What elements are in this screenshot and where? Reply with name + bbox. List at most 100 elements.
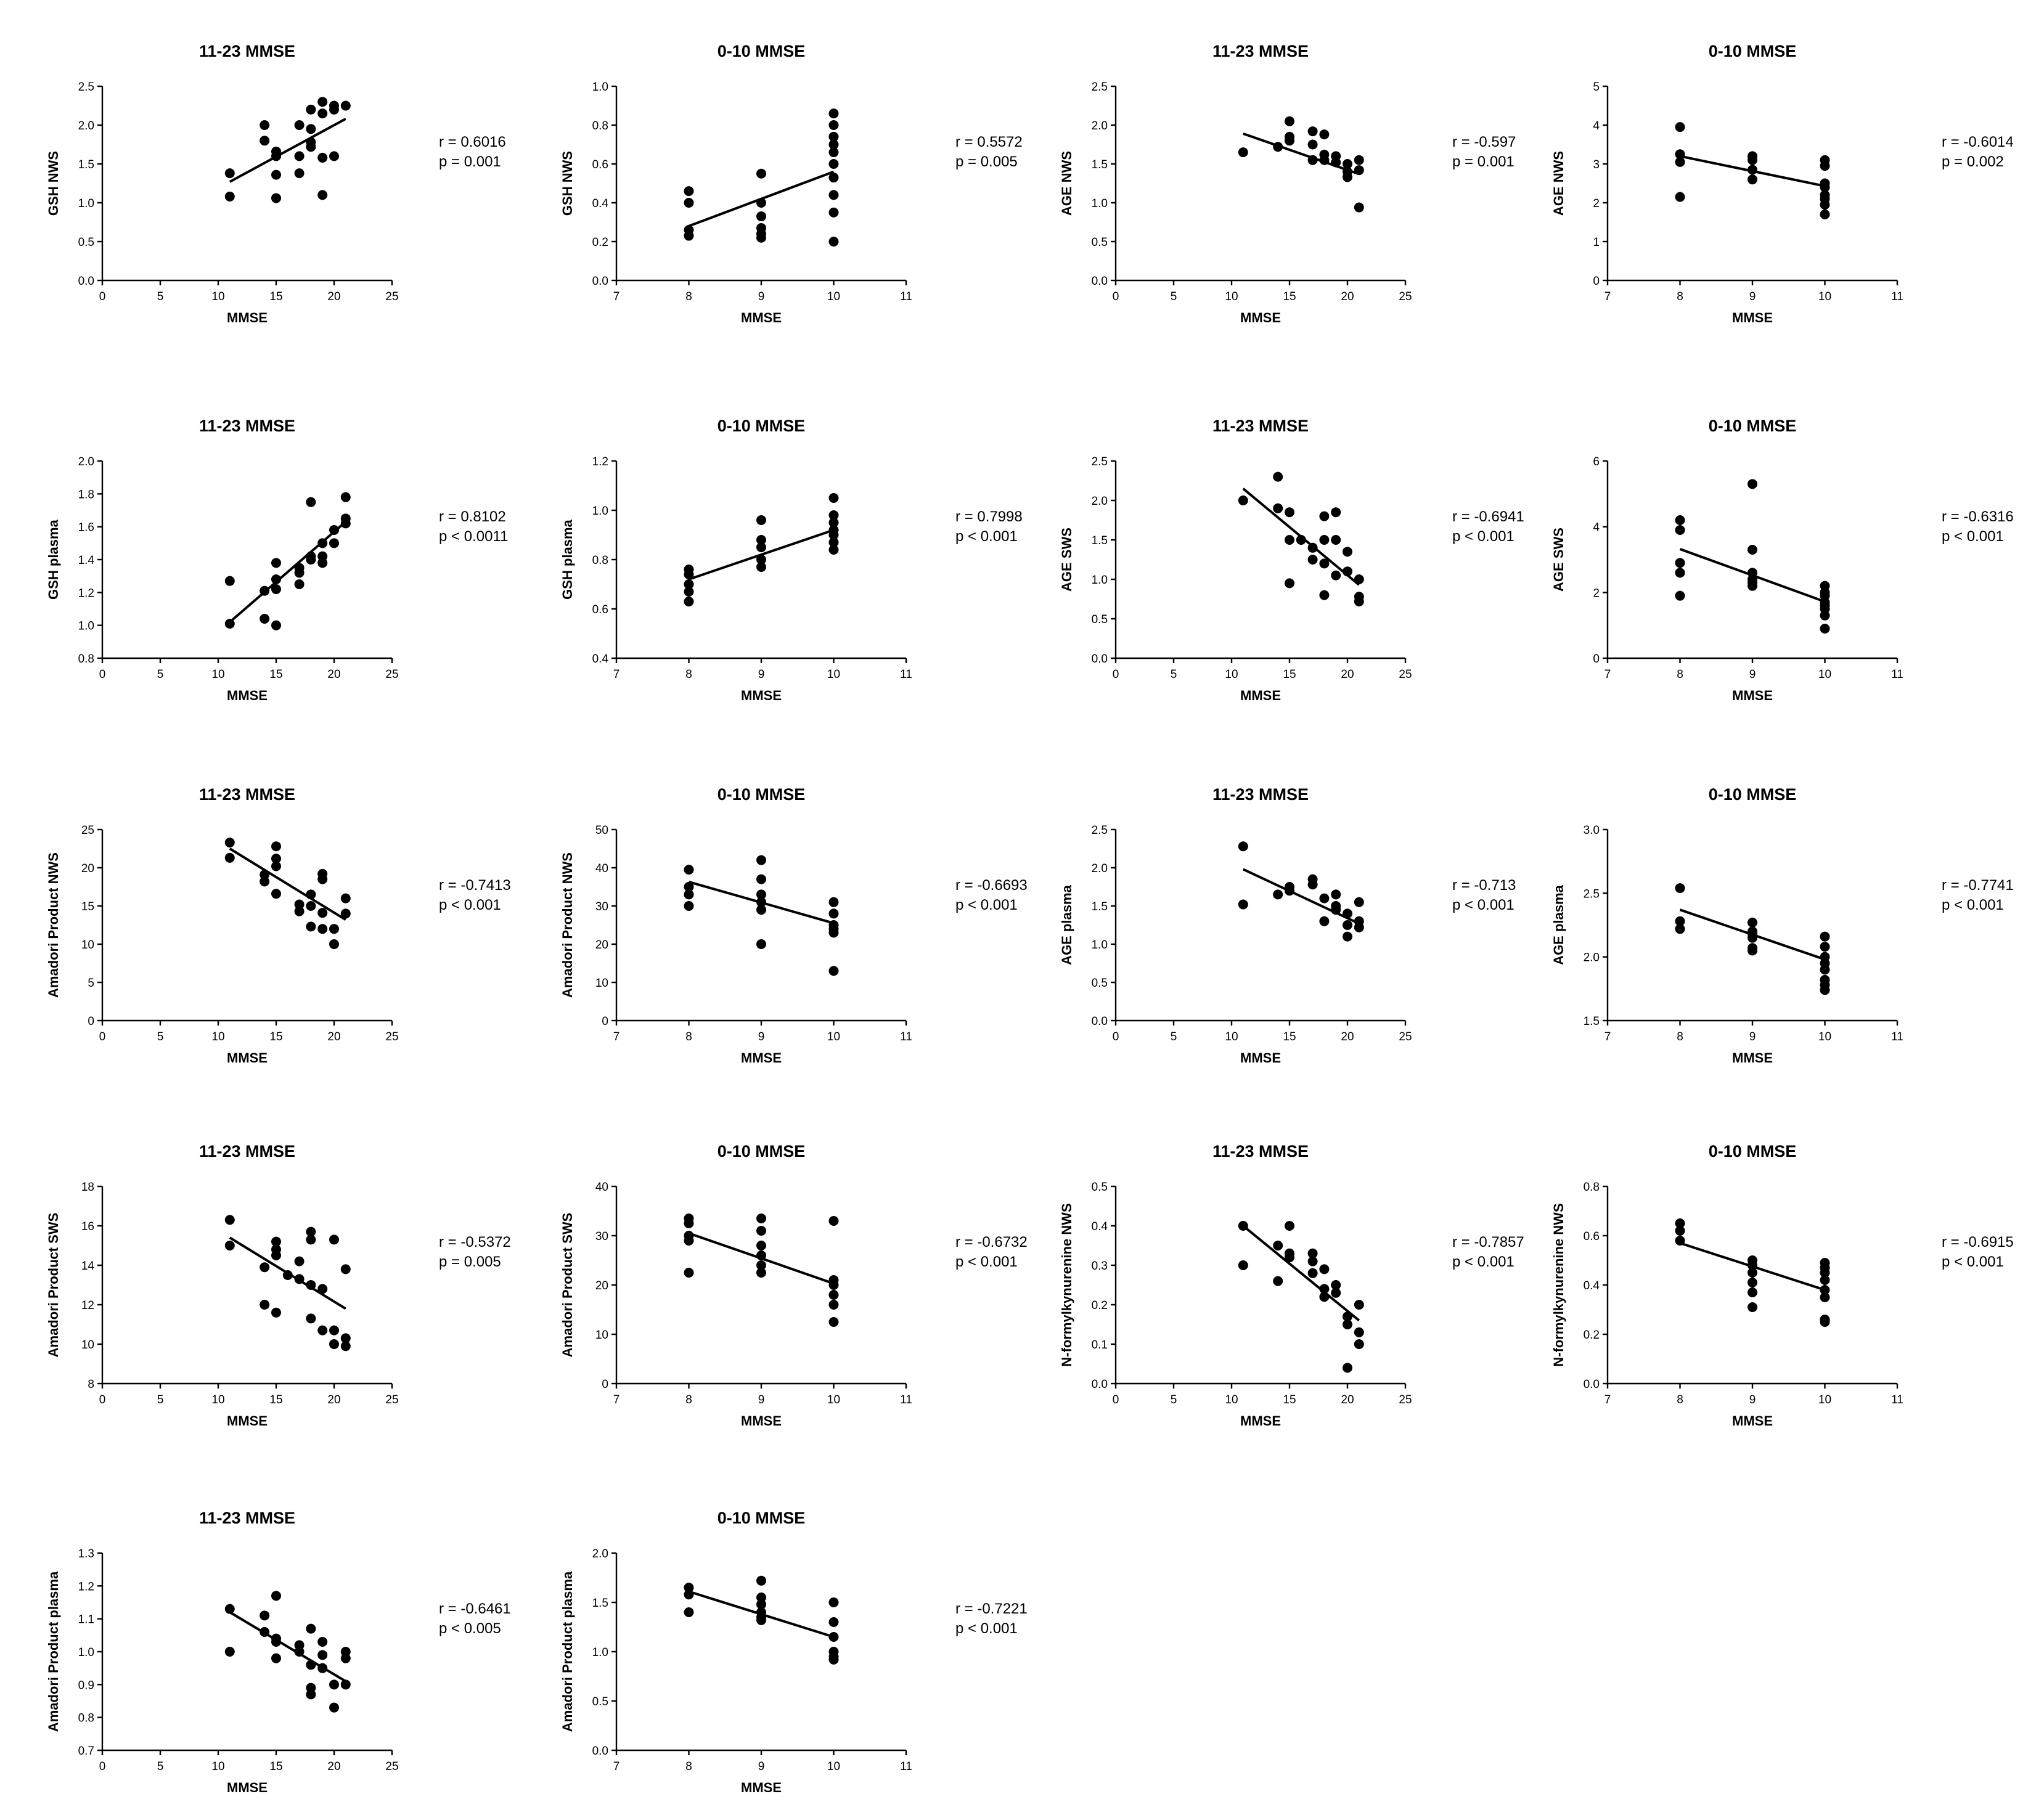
chart-15-data-point: [1343, 1363, 1352, 1373]
chart-14-x-tick-label: 11: [900, 1393, 912, 1406]
chart-5-y-label: GSH plasma: [46, 519, 61, 599]
chart-7-r-value: r = -0.6941: [1452, 508, 1524, 525]
chart-17-y-tick-label: 0.8: [78, 1712, 94, 1725]
chart-10-x-tick-label: 11: [900, 1030, 912, 1043]
chart-8-y-tick-label: 4: [1593, 521, 1600, 534]
chart-7-data-point: [1307, 555, 1318, 565]
chart-10-data-point: [756, 897, 766, 907]
chart-18-data-point: [684, 1583, 694, 1593]
chart-13: 11-23 MMSE 8 10 12 14 16 18 0 5 10 15 20 25 MMSE Amado…: [46, 1142, 511, 1429]
chart-7-x-tick-label: 0: [1113, 668, 1119, 681]
chart-9-data-point: [317, 874, 328, 884]
chart-2-data-point: [684, 186, 694, 197]
chart-1-x-tick-label: 5: [157, 290, 164, 303]
chart-18: 0-10 MMSE 0.0 0.5 1.0 1.5 2.0 7 8 9 10 11 MMSE Amado…: [560, 1509, 1028, 1795]
chart-9-data-point: [329, 939, 339, 949]
chart-7-data-point: [1331, 507, 1341, 518]
chart-6-data-point: [684, 597, 694, 606]
chart-11-y-tick-label: 0.5: [1092, 977, 1108, 990]
chart-1-data-point: [317, 152, 328, 163]
chart-9-data-point: [260, 870, 270, 880]
chart-12-y-tick-label: 3.0: [1584, 824, 1600, 837]
chart-17-data-point: [317, 1663, 328, 1673]
chart-1-data-point: [294, 120, 305, 130]
chart-18-data-point: [756, 1615, 766, 1625]
chart-15-data-point: [1354, 1339, 1364, 1349]
chart-15-title: 11-23 MMSE: [1212, 1142, 1309, 1160]
chart-4-data-point: [1748, 174, 1757, 185]
chart-14-y-label: Amadori Product SWS: [560, 1213, 575, 1358]
chart-13-y-tick-label: 12: [81, 1299, 94, 1312]
chart-18-r-value: r = -0.7221: [955, 1601, 1028, 1617]
chart-15-data-point: [1273, 1276, 1283, 1286]
chart-9-x-tick-label: 15: [269, 1030, 282, 1043]
chart-9-data-point: [340, 893, 351, 903]
chart-12-x-tick-label: 9: [1749, 1030, 1756, 1043]
chart-1-y-label: GSH NWS: [46, 151, 61, 216]
chart-18-y-tick-label: 1.0: [592, 1646, 608, 1659]
chart-13-y-tick-label: 16: [81, 1220, 94, 1233]
chart-1-data-point: [329, 151, 339, 161]
chart-1-data-point: [271, 193, 281, 203]
chart-4-data-point: [1820, 209, 1830, 219]
chart-16-data-point: [1675, 1226, 1685, 1236]
chart-11: 11-23 MMSE 0.0 0.5 1.0 1.5 2.0 2.5 0 5 10 15 20 25 MM…: [1059, 785, 1516, 1066]
chart-2-y-tick-label: 0.6: [592, 158, 608, 171]
chart-11-y-tick-label: 1.5: [1092, 900, 1108, 913]
chart-16-data-point: [1748, 1302, 1757, 1312]
chart-3-x-tick-label: 15: [1283, 290, 1296, 303]
chart-4-data-point: [1675, 157, 1685, 167]
chart-4-x-tick-label: 10: [1818, 290, 1831, 303]
chart-13-data-point: [271, 1236, 281, 1247]
chart-1-data-point: [224, 191, 235, 202]
chart-11-data-point: [1238, 899, 1248, 910]
chart-6-y-tick-label: 1.2: [592, 455, 608, 468]
chart-18-data-point: [828, 1654, 839, 1665]
chart-8-data-point: [1748, 581, 1757, 591]
chart-9-x-label: MMSE: [227, 1050, 268, 1066]
chart-2-data-point: [756, 211, 766, 222]
chart-11-data-point: [1343, 920, 1352, 930]
chart-17-x-label: MMSE: [227, 1780, 268, 1795]
chart-6-y-tick-label: 0.6: [592, 603, 608, 616]
chart-6-x-label: MMSE: [741, 688, 782, 703]
chart-12-data-point: [1748, 945, 1757, 956]
chart-12-x-tick-label: 7: [1605, 1030, 1611, 1043]
chart-8-x-tick-label: 10: [1818, 668, 1831, 681]
chart-7-data-point: [1319, 558, 1330, 569]
chart-12-y-tick-label: 1.5: [1584, 1015, 1600, 1028]
chart-2-data-point: [828, 173, 839, 183]
chart-7-y-tick-label: 2.0: [1092, 495, 1108, 508]
chart-14-p-value: p < 0.001: [955, 1254, 1018, 1270]
chart-2-x-tick-label: 10: [827, 290, 840, 303]
chart-5-x-tick-label: 5: [157, 668, 164, 681]
chart-14-y-tick-label: 40: [595, 1181, 608, 1194]
chart-4-x-tick-label: 11: [1891, 290, 1903, 303]
chart-5-y-tick-label: 1.4: [78, 554, 95, 567]
chart-16-data-point: [1748, 1260, 1757, 1270]
chart-4-data-point: [1675, 192, 1685, 202]
chart-14-data-point: [756, 1260, 766, 1270]
chart-12-data-point: [1675, 916, 1685, 926]
chart-15-x-tick-label: 0: [1113, 1393, 1119, 1406]
chart-16-data-point: [1820, 1275, 1830, 1285]
chart-5-data-point: [271, 574, 281, 584]
chart-10-data-point: [756, 855, 766, 865]
chart-10-data-point: [828, 908, 839, 919]
chart-5-y-tick-label: 1.0: [78, 620, 94, 633]
chart-8: 0-10 MMSE 0 2 4 6 7 8 9 10 11 MMSE AGE SWS r = -0.63…: [1551, 417, 2014, 703]
chart-16-data-point: [1748, 1278, 1757, 1287]
chart-17-data-point: [306, 1660, 316, 1670]
chart-13-data-point: [340, 1341, 351, 1352]
chart-2-data-point: [828, 139, 839, 150]
chart-3-title: 11-23 MMSE: [1212, 42, 1309, 60]
chart-11-data-point: [1331, 905, 1341, 915]
chart-2-data-point: [828, 190, 839, 200]
chart-18-data-point: [756, 1575, 766, 1586]
chart-2-data-point: [828, 131, 839, 142]
chart-15-p-value: p < 0.001: [1452, 1254, 1515, 1270]
chart-13-x-tick-label: 15: [269, 1393, 282, 1406]
chart-3-data-point: [1319, 155, 1330, 165]
chart-1-data-point: [340, 100, 351, 111]
chart-4-y-tick-label: 3: [1593, 158, 1600, 171]
